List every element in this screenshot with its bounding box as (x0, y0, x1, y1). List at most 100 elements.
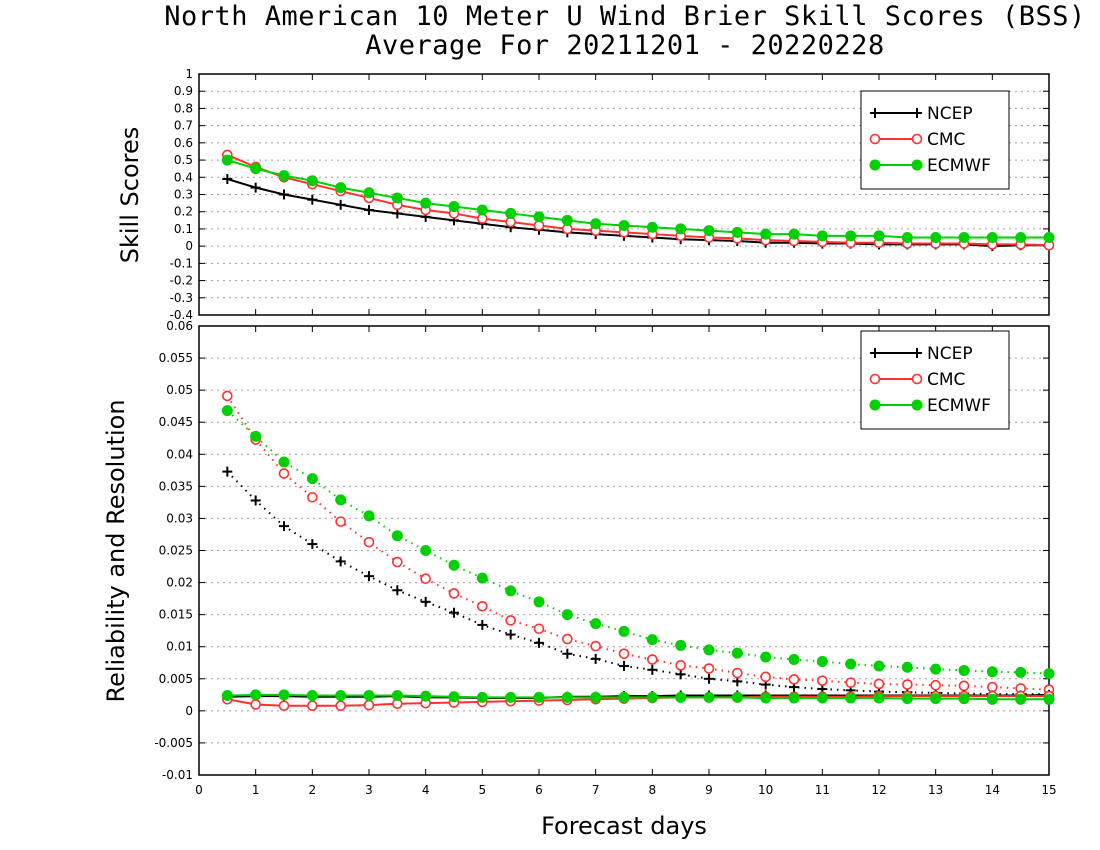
data-point (958, 664, 970, 676)
y-tick-label: -0.1 (170, 256, 193, 270)
data-point (561, 609, 573, 621)
y-tick-label: 0.7 (174, 119, 193, 133)
data-point (448, 201, 460, 213)
legend-marker (869, 159, 881, 171)
data-point (533, 596, 545, 608)
y-tick-label: 0.01 (166, 640, 193, 654)
x-tick-label: 9 (705, 783, 713, 797)
data-point (391, 192, 403, 204)
data-point (250, 182, 261, 193)
data-point (816, 692, 828, 704)
data-point (250, 689, 262, 701)
data-point (788, 674, 800, 685)
legend-marker (911, 133, 923, 145)
x-tick-label: 3 (365, 783, 373, 797)
legend-item-ncep: NCEP (870, 344, 973, 364)
series-cmc-resolution (222, 390, 1055, 695)
data-point (250, 699, 261, 710)
data-point (392, 556, 403, 568)
data-point (987, 681, 998, 693)
data-point (590, 640, 601, 652)
data-point (222, 174, 233, 185)
data-point (278, 689, 290, 701)
data-point (845, 658, 857, 670)
legend-marker (911, 399, 923, 411)
legend-label: NCEP (927, 344, 973, 364)
data-point (250, 430, 262, 442)
legend-marker (870, 348, 880, 358)
data-point (505, 691, 517, 703)
y-tick-label: -0.005 (154, 736, 193, 750)
data-point (958, 232, 970, 244)
data-point (534, 637, 544, 648)
data-point (646, 221, 658, 233)
data-point (675, 660, 686, 671)
data-point (476, 572, 488, 584)
y-tick-label: 0.8 (174, 101, 193, 115)
data-point (562, 648, 573, 659)
legend-label: ECMWF (927, 156, 991, 176)
data-point (675, 223, 687, 235)
data-point (590, 653, 601, 664)
y-tick-label: 0.4 (174, 170, 193, 184)
data-point (562, 633, 573, 645)
data-point (449, 607, 459, 618)
y-tick-label: 0.03 (166, 511, 193, 525)
x-tick-label: 10 (758, 783, 773, 797)
y-tick-label: 0.2 (174, 205, 193, 219)
data-point (646, 691, 658, 703)
data-point (391, 530, 403, 542)
y-tick-label: 0.5 (174, 153, 193, 167)
data-point (306, 473, 318, 485)
data-point (335, 199, 346, 210)
x-tick-label: 12 (871, 783, 886, 797)
data-point (335, 182, 347, 194)
data-point (420, 197, 432, 209)
legend: NCEP CMC ECMWF (860, 330, 1010, 430)
data-point (505, 207, 517, 219)
data-point (278, 170, 290, 182)
series-cmc-reliability (222, 690, 1055, 712)
data-point (533, 691, 545, 703)
data-point (335, 689, 347, 701)
y-tick-label: 0.05 (166, 383, 193, 397)
legend-marker (869, 133, 881, 145)
data-point (703, 691, 715, 703)
data-point (477, 619, 488, 630)
data-point (590, 691, 602, 703)
data-point (845, 677, 856, 688)
data-point (307, 539, 318, 550)
legend-item-ecmwf: ECMWF (869, 156, 991, 176)
data-point (731, 691, 743, 703)
data-point (845, 692, 857, 704)
series-ncep-resolution (222, 466, 1054, 700)
data-point (278, 700, 290, 712)
data-point (364, 571, 374, 582)
y-tick-label: 0.035 (159, 479, 193, 493)
x-axis-title: Forecast days (541, 812, 707, 840)
data-point (222, 390, 233, 402)
data-point (505, 615, 516, 626)
data-point (873, 692, 885, 704)
data-point (986, 666, 998, 678)
data-point (222, 466, 233, 477)
data-point (873, 230, 885, 242)
data-point (363, 536, 375, 548)
data-point (731, 647, 743, 659)
data-point (278, 456, 290, 468)
data-point (1015, 232, 1027, 244)
data-point (278, 468, 290, 479)
legend-label: ECMWF (927, 396, 991, 416)
data-point (986, 693, 998, 705)
data-point (731, 226, 743, 238)
data-point (760, 692, 772, 704)
y-tick-label: -0.01 (162, 768, 193, 782)
data-point (250, 495, 261, 506)
y-tick-label: 0.015 (159, 608, 193, 622)
data-point (307, 194, 318, 205)
data-point (675, 639, 687, 651)
data-point (647, 664, 658, 675)
data-point (930, 679, 941, 691)
y-tick-label: 0.9 (174, 84, 193, 98)
